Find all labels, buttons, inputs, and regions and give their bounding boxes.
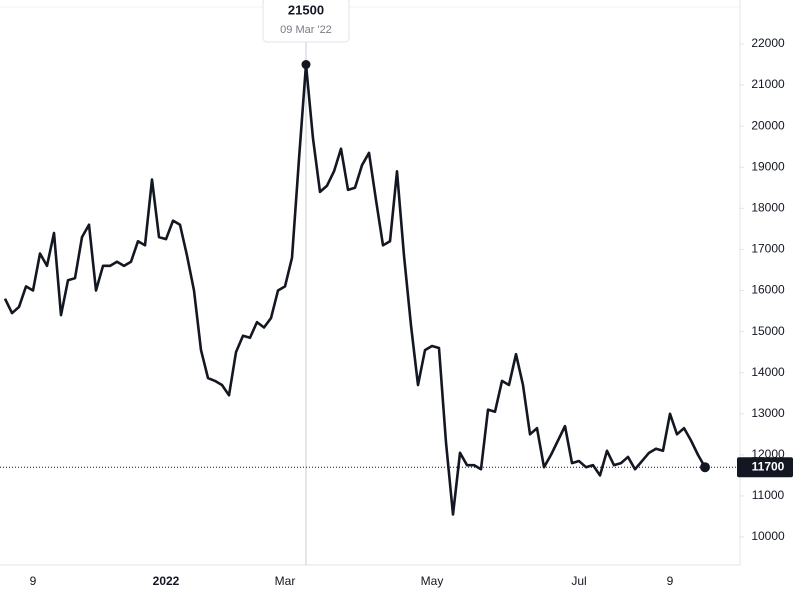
y-tick-label: 22000 xyxy=(751,36,785,50)
last-price-box xyxy=(737,457,793,478)
y-tick-label: 14000 xyxy=(751,365,785,379)
tooltip-point xyxy=(301,60,311,70)
price-line xyxy=(3,63,707,516)
last-point xyxy=(700,462,710,473)
y-tick-label: 21000 xyxy=(751,77,785,91)
tooltip-value: 21500 xyxy=(288,2,324,17)
y-tick-label: 15000 xyxy=(751,324,785,338)
y-tick-label: 18000 xyxy=(751,201,785,215)
tooltip-box xyxy=(262,0,350,43)
y-tick-label: 16000 xyxy=(751,283,785,297)
x-tick-label: May xyxy=(421,574,444,588)
tooltip-date: 09 Mar '22 xyxy=(280,24,332,36)
y-tick-label: 17000 xyxy=(751,242,785,256)
x-tick-label: Jul xyxy=(571,574,586,588)
y-tick-label: 11000 xyxy=(752,488,785,502)
x-tick-label: 9 xyxy=(667,574,674,588)
y-tick-label: 10000 xyxy=(751,529,785,543)
last-price-label: 11700 xyxy=(752,459,785,473)
x-tick-label: Mar xyxy=(275,574,296,588)
y-tick-label: 13000 xyxy=(751,406,785,420)
y-tick-label: 19000 xyxy=(751,159,785,173)
y-tick-label: 20000 xyxy=(751,118,785,132)
x-tick-label: 2022 xyxy=(153,574,180,588)
x-tick-label: 9 xyxy=(30,574,37,588)
